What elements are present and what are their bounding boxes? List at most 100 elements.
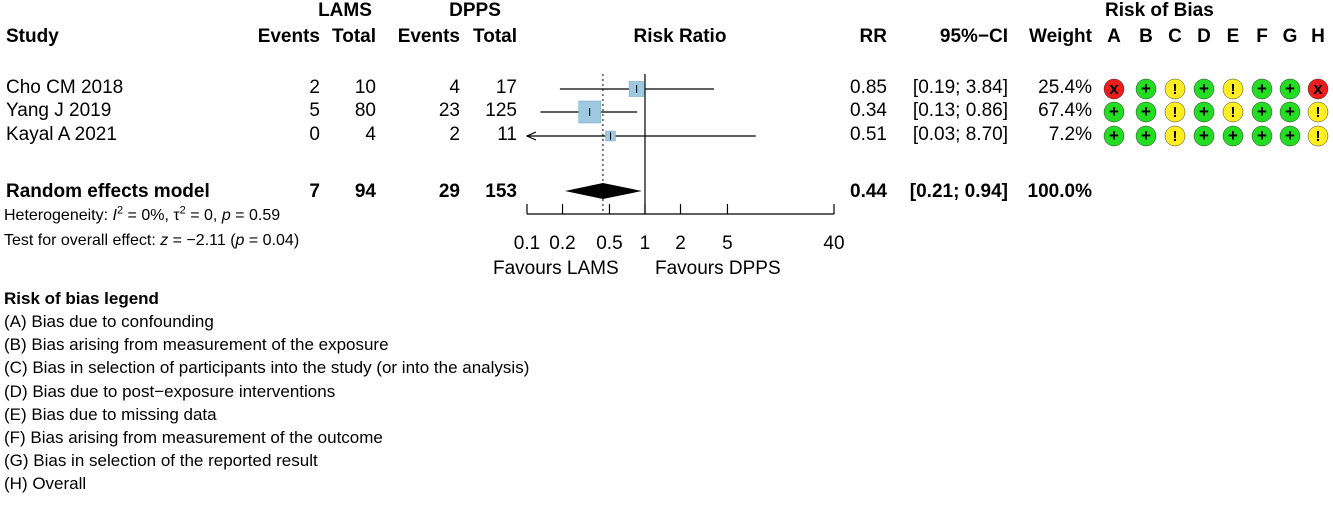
- study-rr: 0.85: [850, 77, 887, 98]
- rob-low-dot: [1279, 78, 1301, 100]
- risk-ratio-header: Risk Ratio: [633, 26, 727, 47]
- pooled-dpps-total: 153: [485, 181, 517, 202]
- rob-legend: Risk of bias legend (A) Bias due to conf…: [4, 287, 529, 496]
- rob-symbol: +: [1257, 79, 1267, 98]
- pooled-lams-total: 94: [354, 181, 376, 202]
- study-name: Yang J 2019: [6, 100, 112, 121]
- lams-events: 2: [309, 77, 320, 98]
- rr-header: RR: [859, 26, 887, 47]
- pooled-diamond: [565, 183, 642, 199]
- dpps-total: 17: [495, 77, 517, 98]
- rob-low-dot: [1193, 125, 1215, 147]
- lams-total-header: Total: [332, 26, 376, 47]
- rob-col-header-h: H: [1311, 26, 1325, 47]
- rob-symbol: !: [1173, 104, 1178, 121]
- pooled-label: Random effects model: [6, 181, 210, 202]
- rob-symbol: +: [1285, 79, 1295, 98]
- dpps-total: 11: [497, 124, 517, 145]
- rob-symbol: !: [1316, 128, 1321, 145]
- rob-symbol: +: [1141, 102, 1151, 121]
- dpps-events: 4: [449, 77, 460, 98]
- dpps-group-header: DPPS: [449, 0, 501, 21]
- rob-symbol: x: [1109, 79, 1119, 98]
- rob-symbol: !: [1173, 128, 1178, 145]
- dpps-events: 2: [449, 124, 460, 145]
- study-rr: 0.34: [850, 100, 887, 121]
- rob-legend-item: (H) Overall: [4, 474, 87, 494]
- rob-low-dot: [1135, 101, 1157, 123]
- rob-low-dot: [1193, 101, 1215, 123]
- pooled-lams-events: 7: [309, 181, 320, 202]
- rob-low-dot: [1251, 78, 1273, 100]
- dpps-total-header: Total: [473, 26, 517, 47]
- favours-lams-label: Favours LAMS: [493, 258, 619, 279]
- dpps-events: 23: [438, 100, 460, 121]
- rob-symbol: +: [1228, 126, 1238, 145]
- x-tick-label: 0.2: [549, 233, 576, 254]
- rob-legend-item: (D) Bias due to post−exposure interventi…: [4, 381, 336, 401]
- study-weight: 7.2%: [1048, 124, 1092, 145]
- x-tick-label: 5: [722, 233, 733, 254]
- rob-col-header-b: B: [1139, 26, 1153, 47]
- rob-some-dot: [1164, 125, 1186, 147]
- rob-col-header-g: G: [1282, 26, 1298, 47]
- rob-symbol: x: [1313, 79, 1323, 98]
- study-name: Kayal A 2021: [6, 124, 117, 145]
- favours-dpps-label: Favours DPPS: [655, 258, 781, 279]
- rob-low-dot: [1251, 101, 1273, 123]
- study-ci: [0.03; 8.70]: [912, 124, 1008, 145]
- x-tick-label: 1: [639, 233, 651, 254]
- study-ci: [0.19; 3.84]: [912, 77, 1008, 98]
- rob-some-dot: [1164, 101, 1186, 123]
- weight-header: Weight: [1029, 26, 1092, 47]
- rob-some-dot: [1307, 125, 1329, 147]
- rob-symbol: +: [1141, 126, 1151, 145]
- rob-low-dot: [1251, 125, 1273, 147]
- rob-col-header-a: A: [1107, 26, 1121, 47]
- x-tick-label: 40: [823, 233, 845, 254]
- rob-symbol: +: [1109, 126, 1119, 145]
- pooled-weight: 100.0%: [1027, 181, 1092, 202]
- rob-low-dot: [1103, 125, 1125, 147]
- lams-total: 80: [354, 100, 376, 121]
- rob-symbol: +: [1109, 102, 1119, 121]
- x-tick-label: 0.1: [513, 233, 541, 254]
- ci-arrow: [525, 131, 537, 141]
- rob-some-dot: [1222, 78, 1244, 100]
- rob-high-dot: [1307, 78, 1329, 100]
- rob-symbol: +: [1141, 79, 1151, 98]
- lams-events: 0: [309, 124, 320, 145]
- rob-some-dot: [1307, 101, 1329, 123]
- rob-col-header-f: F: [1256, 26, 1268, 47]
- rob-symbol: +: [1285, 126, 1295, 145]
- rob-low-dot: [1222, 125, 1244, 147]
- rob-legend-item: (C) Bias in selection of participants in…: [4, 358, 530, 378]
- rob-legend-item: (G) Bias in selection of the reported re…: [4, 451, 318, 471]
- forest-plot: x +! +! + + x + +! +! + + ! + +! + + + +!: [525, 74, 1329, 215]
- rob-legend-item: (E) Bias due to missing data: [4, 404, 217, 424]
- rob-symbol: !: [1173, 81, 1178, 98]
- study-name: Cho CM 2018: [6, 77, 124, 98]
- rob-symbol: +: [1199, 126, 1209, 145]
- rob-group-header: Risk of Bias: [1105, 0, 1214, 21]
- rob-symbol: +: [1285, 102, 1295, 121]
- rob-symbol: !: [1231, 81, 1236, 98]
- x-tick-label: 0.5: [596, 233, 623, 254]
- lams-total: 4: [365, 124, 376, 145]
- rob-col-header-d: D: [1197, 26, 1211, 47]
- rob-high-dot: [1103, 78, 1125, 100]
- rob-low-dot: [1279, 101, 1301, 123]
- rob-symbol: +: [1257, 126, 1267, 145]
- dpps-events-header: Events: [397, 26, 460, 47]
- study-rr: 0.51: [850, 124, 887, 145]
- rob-low-dot: [1135, 125, 1157, 147]
- pooled-ci: [0.21; 0.94]: [909, 181, 1008, 202]
- overall-effect-text: Test for overall effect: z = −2.11 (p = …: [4, 232, 300, 249]
- rob-legend-item: (B) Bias arising from measurement of the…: [4, 335, 389, 355]
- study-ci: [0.13; 0.86]: [912, 100, 1008, 121]
- heterogeneity-text: Heterogeneity: I2 = 0%, τ2 = 0, p = 0.59: [4, 204, 281, 224]
- rob-symbol: +: [1199, 102, 1209, 121]
- rob-symbol: +: [1257, 102, 1267, 121]
- rob-some-dot: [1164, 78, 1186, 100]
- lams-group-header: LAMS: [318, 0, 372, 21]
